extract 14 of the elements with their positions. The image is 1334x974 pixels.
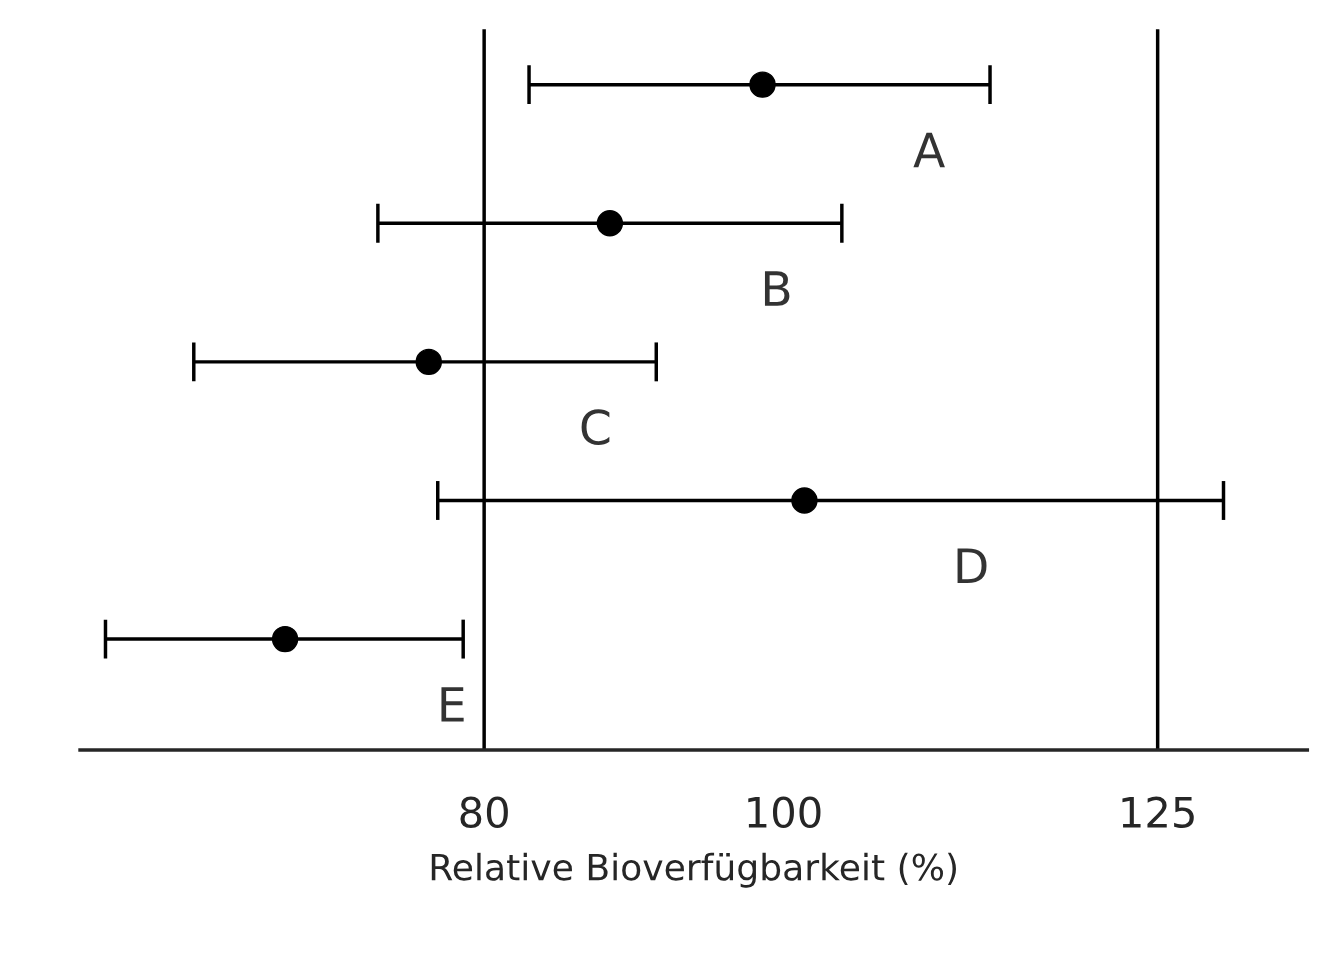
point <box>749 71 776 98</box>
y-tick-label: A <box>913 132 945 168</box>
y-tick-label: D <box>957 548 987 583</box>
x-axis-title: Relative Bioverfügbarkeit (%) <box>431 852 956 888</box>
y-tick-label: C <box>581 409 610 446</box>
y-tick-label: B <box>764 271 790 306</box>
x-tick-label: 80 <box>460 796 508 829</box>
x-tick-label: 100 <box>748 796 821 829</box>
point <box>791 487 818 514</box>
point <box>415 348 442 376</box>
x-tick-label: 125 <box>1122 796 1194 829</box>
y-tick-label: E <box>441 687 464 722</box>
point <box>271 625 299 653</box>
point <box>596 210 624 237</box>
